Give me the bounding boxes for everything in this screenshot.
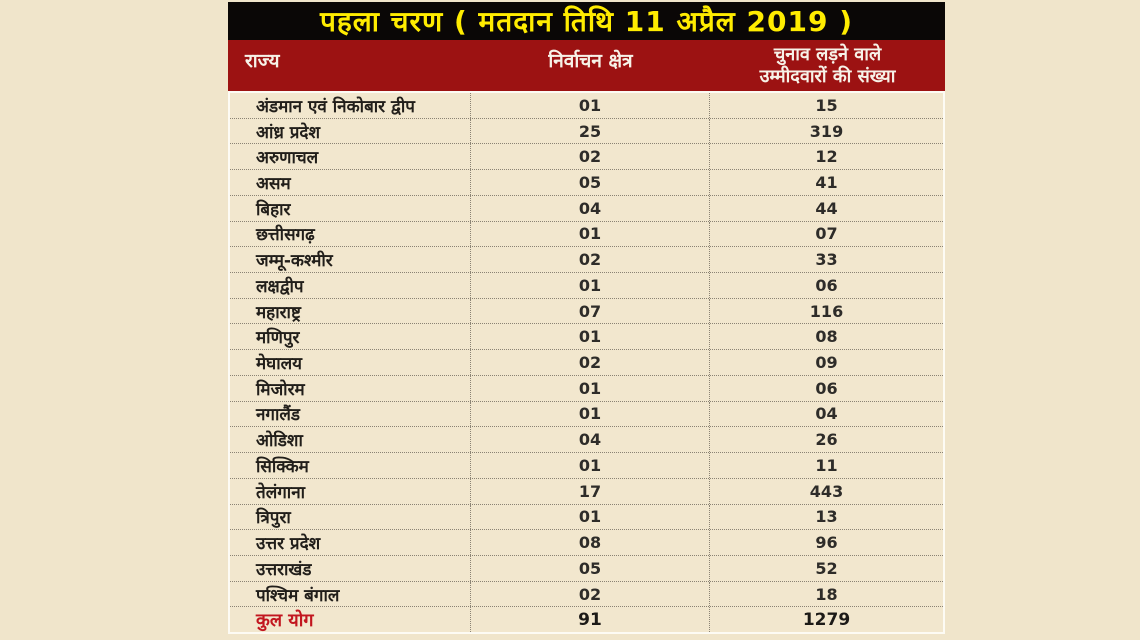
candidates-cell: 443 [809,481,844,501]
state-cell: तेलंगाना [230,478,471,504]
constituency-cell: 01 [471,504,710,530]
state-cell: छत्तीसगढ़ [230,221,471,247]
candidates-cell: 11 [815,455,838,475]
constituency-cell: 17 [471,478,710,504]
state-cell: ओडिशा [230,427,471,453]
constituency-cell: 01 [471,375,710,401]
candidates-cell: 08 [815,327,838,347]
header-candidates: चुनाव लड़ने वाले उम्मीदवारों की संख्या [710,40,945,91]
candidates-cell: 52 [815,558,838,578]
constituency-cell: 01 [471,453,710,478]
table-row: उत्तराखंड 05 52 [230,555,943,582]
table-row: असम 05 41 [230,170,943,196]
table-header: राज्य निर्वाचन क्षेत्र चुनाव लड़ने वाले … [228,40,945,93]
total-label: कुल योग [230,607,471,633]
constituency-cell: 01 [471,401,710,427]
constituency-cell: 01 [471,93,710,118]
state-cell: सिक्किम [230,453,471,478]
table-row: सिक्किम 01 11 [230,453,943,479]
candidates-cell: 12 [815,147,838,167]
constituency-cell: 04 [471,195,710,221]
table-row: बिहार 04 44 [230,195,943,222]
candidates-cell: 09 [815,353,838,373]
table-row: लक्षद्वीप 01 06 [230,273,943,299]
table-row: मिजोरम 01 06 [230,375,943,402]
candidates-cell: 44 [815,198,838,218]
total-candidates: 1279 [802,609,851,630]
table-row: छत्तीसगढ़ 01 07 [230,221,943,248]
header-candidates-line2: उम्मीदवारों की संख्या [759,65,896,87]
table-row: त्रिपुरा 01 13 [230,504,943,531]
election-table: पहला चरण ( मतदान तिथि 11 अप्रैल 2019 ) र… [228,2,945,634]
constituency-cell: 01 [471,324,710,350]
table-row: अरुणाचल 02 12 [230,144,943,171]
table-row: अंडमान एवं निकोबार द्वीप 01 15 [230,93,943,119]
constituency-cell: 02 [471,350,710,375]
constituency-cell: 01 [471,273,710,298]
candidates-cell: 06 [815,275,838,295]
constituency-cell: 02 [471,581,710,607]
state-cell: त्रिपुरा [230,504,471,530]
header-candidates-line1: चुनाव लड़ने वाले [773,44,882,65]
candidates-cell: 26 [815,430,838,450]
table-row: तेलंगाना 17 443 [230,478,943,505]
candidates-cell: 13 [815,507,838,527]
candidates-cell: 116 [809,301,844,321]
table-row: ओडिशा 04 26 [230,427,943,454]
title-bar: पहला चरण ( मतदान तिथि 11 अप्रैल 2019 ) [228,2,945,40]
constituency-cell: 07 [471,298,710,324]
table-row: नगालैंड 01 04 [230,401,943,428]
table-row: पश्चिम बंगाल 02 18 [230,581,943,608]
header-state: राज्य [245,50,280,72]
constituency-cell: 05 [471,170,710,195]
state-cell: महाराष्ट्र [230,298,471,324]
state-cell: आंध्र प्रदेश [230,118,471,144]
candidates-cell: 15 [815,95,838,115]
constituency-cell: 04 [471,427,710,453]
state-cell: मिजोरम [230,375,471,401]
constituency-cell: 01 [471,221,710,247]
total-row: कुल योग 91 1279 [230,607,943,633]
state-cell: लक्षद्वीप [230,273,471,298]
candidates-cell: 07 [815,224,838,244]
total-constituencies: 91 [471,607,710,633]
candidates-cell: 18 [815,584,838,604]
state-cell: अंडमान एवं निकोबार द्वीप [230,93,471,118]
candidates-cell: 06 [815,378,838,398]
table-body: अंडमान एवं निकोबार द्वीप 01 15 आंध्र प्रदेश… [228,93,945,634]
constituency-cell: 08 [471,530,710,555]
state-cell: अरुणाचल [230,144,471,170]
state-cell: उत्तराखंड [230,555,471,581]
constituency-cell: 02 [471,144,710,170]
candidates-cell: 96 [815,533,838,553]
state-cell: उत्तर प्रदेश [230,530,471,555]
constituency-cell: 25 [471,118,710,144]
state-cell: जम्मू-कश्मीर [230,247,471,273]
candidates-cell: 33 [815,250,838,270]
state-cell: असम [230,170,471,195]
state-cell: मणिपुर [230,324,471,350]
candidates-cell: 41 [815,173,838,193]
state-cell: मेघालय [230,350,471,375]
state-cell: नगालैंड [230,401,471,427]
candidates-cell: 319 [809,121,844,141]
table-row: मेघालय 02 09 [230,350,943,376]
table-row: आंध्र प्रदेश 25 319 [230,118,943,145]
table-row: महाराष्ट्र 07 116 [230,298,943,325]
constituency-cell: 05 [471,555,710,581]
header-constituency: निर्वाचन क्षेत्र [548,50,633,72]
page-title: पहला चरण ( मतदान तिथि 11 अप्रैल 2019 ) [320,5,853,38]
state-cell: पश्चिम बंगाल [230,581,471,607]
table-row: मणिपुर 01 08 [230,324,943,351]
candidates-cell: 04 [815,404,838,424]
table-row: जम्मू-कश्मीर 02 33 [230,247,943,274]
table-row: उत्तर प्रदेश 08 96 [230,530,943,556]
constituency-cell: 02 [471,247,710,273]
state-cell: बिहार [230,195,471,221]
